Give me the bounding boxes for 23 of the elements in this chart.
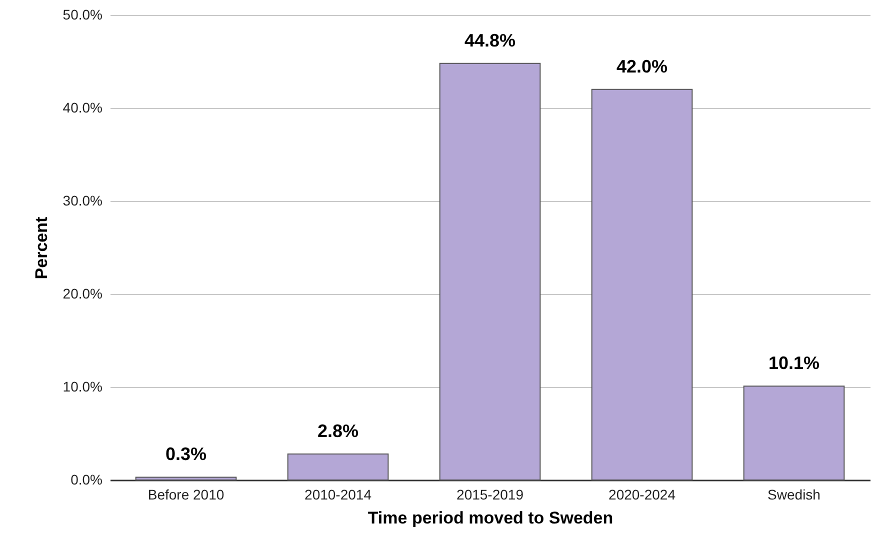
bar	[743, 386, 845, 480]
x-tick-label: Swedish	[768, 486, 820, 502]
x-tick-label: 2020-2024	[608, 486, 676, 502]
data-label: 0.3%	[165, 444, 207, 464]
data-label: 2.8%	[317, 420, 359, 441]
y-tick-label: 30.0%	[62, 192, 102, 208]
y-tick-label: 0.0%	[70, 472, 102, 488]
y-tick-label: 20.0%	[62, 286, 102, 302]
x-tick-label: Before 2010	[148, 486, 224, 502]
y-axis-title: Percent	[32, 216, 51, 280]
data-label: 42.0%	[616, 56, 668, 76]
x-tick-label: 2015-2019	[456, 486, 524, 502]
data-label: 44.8%	[464, 30, 516, 50]
y-tick-label: 50.0%	[62, 6, 102, 22]
y-tick-label: 10.0%	[62, 378, 102, 394]
data-label: 10.1%	[768, 353, 820, 374]
x-axis-title: Time period moved to Sweden	[368, 508, 614, 528]
y-tick-label: 40.0%	[62, 100, 102, 116]
bar	[135, 476, 237, 480]
x-tick-label: 2010-2014	[304, 486, 372, 502]
bar	[591, 88, 693, 480]
bar	[439, 62, 541, 480]
bar	[287, 453, 389, 480]
